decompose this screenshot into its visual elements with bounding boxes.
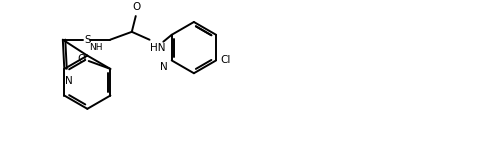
Text: N: N <box>160 62 168 72</box>
Text: Cl: Cl <box>220 55 230 65</box>
Text: O: O <box>78 54 86 64</box>
Text: O: O <box>133 2 141 12</box>
Text: HN: HN <box>149 43 165 53</box>
Text: N: N <box>65 76 73 86</box>
Text: NH: NH <box>89 43 103 52</box>
Text: S: S <box>85 35 91 45</box>
